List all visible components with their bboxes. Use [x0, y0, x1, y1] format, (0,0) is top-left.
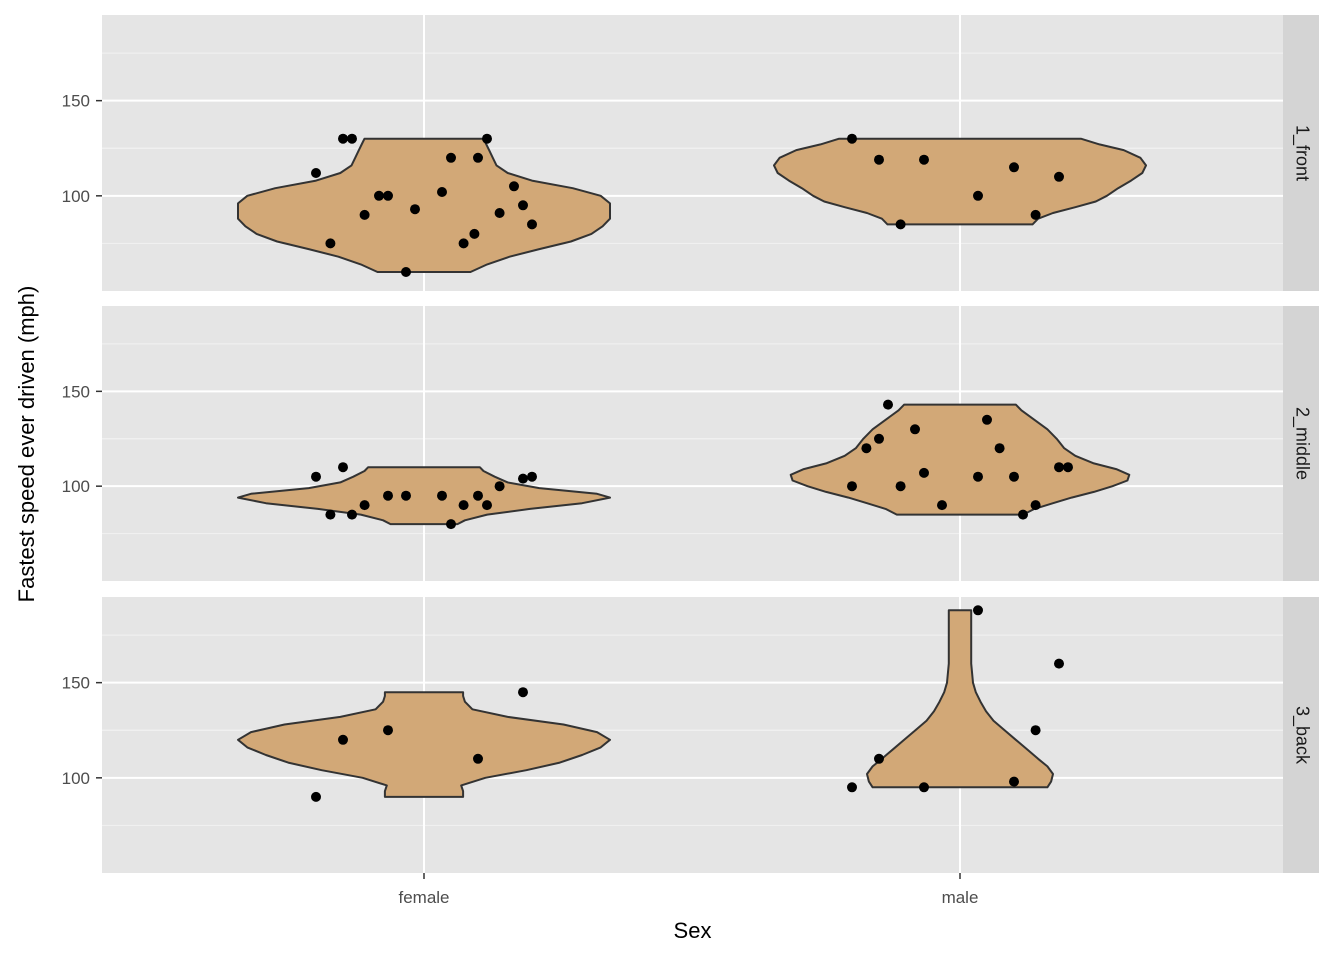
- violin-2_middle-male: [789, 403, 1131, 516]
- data-point: [494, 481, 505, 492]
- data-point: [1009, 776, 1019, 787]
- data-point: [919, 154, 929, 165]
- data-point: [437, 187, 447, 197]
- y-tick-label: 150: [62, 674, 90, 693]
- violin-3_back-female: [237, 691, 611, 798]
- violin-3_back-male: [866, 609, 1054, 789]
- y-tick-label: 150: [62, 382, 90, 401]
- data-point: [982, 414, 992, 425]
- data-point: [401, 267, 411, 277]
- data-point: [1054, 462, 1064, 473]
- y-tick-label: 100: [62, 769, 90, 788]
- data-point: [919, 467, 929, 478]
- data-point: [1030, 725, 1041, 736]
- y-tick-label: 100: [62, 477, 90, 496]
- data-point: [458, 500, 469, 511]
- facet-strip: [1283, 306, 1319, 581]
- facet-strip-label: 1_front: [1291, 125, 1312, 181]
- data-point: [973, 605, 983, 616]
- data-point: [895, 219, 906, 230]
- panel-background: [102, 306, 1283, 581]
- facet-strip-label: 2_middle: [1291, 407, 1312, 480]
- data-point: [1009, 471, 1019, 482]
- data-point: [1018, 509, 1028, 520]
- data-point: [347, 509, 357, 520]
- facet-strip: [1283, 597, 1319, 873]
- data-point: [919, 782, 929, 793]
- facet-panel-1_front: 100 150 1_front: [62, 15, 1319, 291]
- data-point: [874, 154, 884, 165]
- data-point: [401, 490, 411, 501]
- y-axis-title: Fastest speed ever driven (mph): [14, 286, 39, 603]
- data-point: [311, 791, 321, 802]
- data-point: [847, 782, 857, 793]
- x-axis-title: Sex: [674, 918, 712, 943]
- facet-panel-3_back: 100 150 3_back: [62, 597, 1319, 873]
- data-point: [518, 687, 528, 698]
- data-point: [527, 219, 537, 230]
- data-point: [311, 471, 321, 482]
- data-point: [895, 481, 906, 492]
- data-point: [1063, 462, 1073, 473]
- data-point: [518, 200, 528, 211]
- data-point: [973, 190, 983, 201]
- data-point: [311, 168, 321, 178]
- data-point: [469, 228, 480, 239]
- data-point: [1054, 171, 1064, 182]
- y-tick-label: 100: [62, 187, 90, 206]
- data-point: [383, 725, 393, 736]
- data-point: [338, 133, 348, 144]
- data-point: [973, 471, 983, 482]
- data-point: [473, 490, 483, 501]
- data-point: [325, 509, 336, 520]
- data-point: [482, 133, 492, 144]
- data-point: [359, 500, 370, 511]
- data-point: [518, 473, 528, 484]
- data-point: [347, 133, 357, 144]
- data-point: [374, 190, 384, 201]
- data-point: [338, 462, 348, 473]
- data-point: [359, 209, 370, 220]
- data-point: [1030, 500, 1041, 511]
- data-point: [883, 399, 893, 410]
- data-point: [473, 753, 483, 764]
- y-tick-label: 150: [62, 92, 90, 111]
- data-point: [874, 433, 884, 444]
- facet-panel-2_middle: 100 150 2_middle: [62, 306, 1319, 581]
- data-point: [1009, 162, 1019, 173]
- data-point: [410, 204, 420, 215]
- data-point: [338, 734, 348, 745]
- data-point: [527, 471, 537, 482]
- data-point: [847, 481, 857, 492]
- data-point: [937, 500, 947, 511]
- data-point: [861, 443, 872, 454]
- data-point: [473, 152, 483, 163]
- data-point: [383, 490, 393, 501]
- data-point: [994, 443, 1005, 454]
- data-point: [1054, 658, 1064, 669]
- data-point: [847, 133, 857, 144]
- data-point: [446, 519, 456, 530]
- data-point: [494, 208, 505, 218]
- facet-strip-label: 3_back: [1291, 706, 1312, 765]
- violin-1_front-male: [773, 137, 1147, 226]
- data-point: [437, 490, 447, 501]
- data-point: [1030, 209, 1041, 220]
- data-point: [874, 753, 884, 764]
- facet-strip: [1283, 15, 1319, 291]
- data-point: [446, 152, 456, 163]
- data-point: [509, 181, 519, 192]
- x-tick-label: female: [398, 888, 449, 907]
- data-point: [325, 238, 336, 249]
- data-point: [383, 190, 393, 201]
- data-point: [910, 424, 920, 435]
- data-point: [458, 238, 469, 249]
- data-point: [482, 500, 492, 511]
- x-tick-label: male: [942, 888, 979, 907]
